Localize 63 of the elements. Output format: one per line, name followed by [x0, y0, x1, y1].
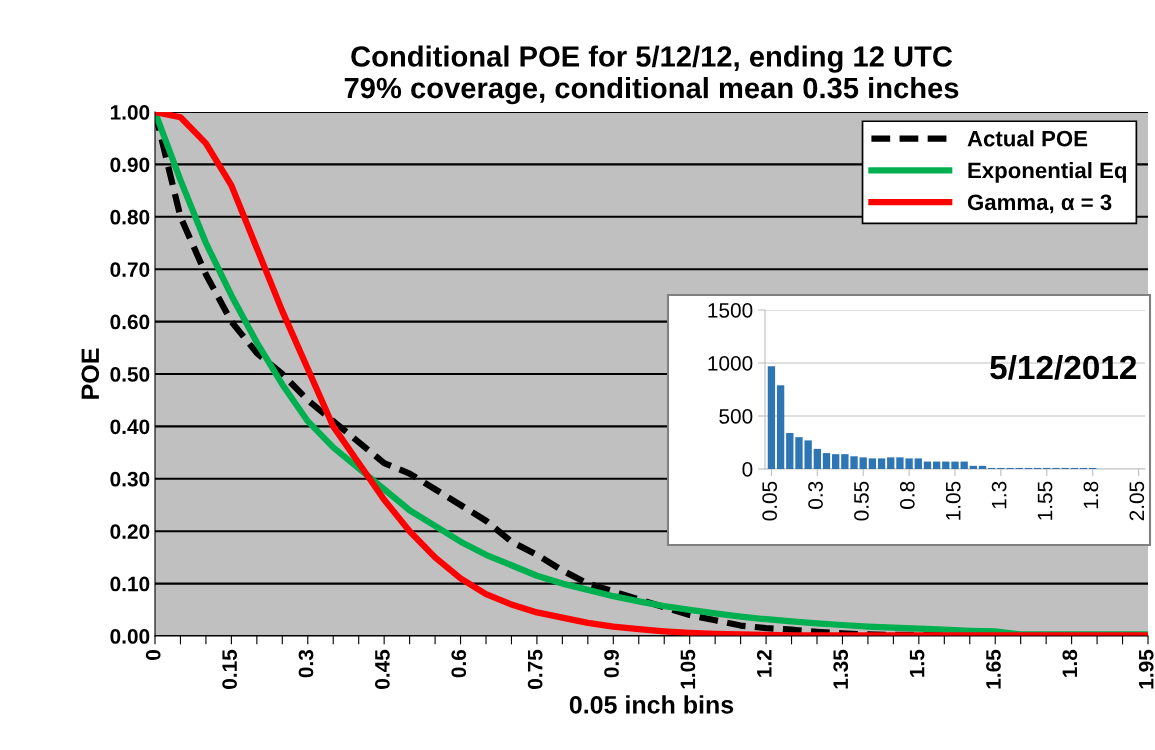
- y-axis-title: POE: [81, 348, 100, 399]
- x-tick-label: 0.45: [374, 649, 390, 689]
- x-tick-label: 1.8: [1083, 481, 1099, 509]
- bar: [776, 385, 785, 469]
- bar: [942, 461, 950, 469]
- bar: [767, 366, 776, 469]
- y-tick-label: 500: [719, 409, 753, 424]
- bar: [859, 457, 867, 469]
- bar: [923, 461, 932, 469]
- x-tick-label: 1.95: [1138, 649, 1154, 689]
- bar: [822, 453, 831, 469]
- y-tick-label: 0.60: [110, 314, 150, 330]
- y-tick-label: 0.40: [110, 419, 150, 435]
- y-tick-label: 0.10: [110, 576, 150, 592]
- x-tick-label: 0.15: [222, 649, 237, 689]
- x-tick-label: 1.55: [1037, 481, 1053, 520]
- chart-title: Conditional POE for 5/12/12, ending 12 UTC 79% coverage, conditional mean 0.35 inches: [344, 45, 959, 105]
- y-tick-label: 0.20: [110, 524, 150, 539]
- bar: [868, 458, 877, 469]
- x-tick-label: 0.6: [451, 649, 467, 678]
- bar: [978, 465, 987, 469]
- legend-label: Actual POE: [967, 130, 1088, 147]
- bar: [932, 461, 941, 469]
- x-tick-label: 1.65: [986, 649, 1001, 689]
- x-axis-title: 0.05 inch bins: [569, 695, 734, 714]
- y-tick-label: 0.70: [110, 262, 150, 277]
- legend-label: Gamma, α = 3: [967, 194, 1112, 214]
- x-tick-label: 1.05: [680, 649, 696, 689]
- x-tick-label: 0: [145, 650, 161, 660]
- y-tick-label: 1000: [708, 356, 753, 371]
- y-tick-label: 0.80: [110, 209, 150, 225]
- x-tick-label: 0.05: [762, 481, 778, 521]
- x-tick-label: 1.5: [909, 649, 925, 677]
- y-tick-label: 1.00: [110, 105, 150, 120]
- x-tick-label: 1.05: [945, 481, 961, 520]
- bar: [951, 461, 959, 469]
- y-tick-label: 0.00: [110, 629, 150, 644]
- y-tick-label: 0.50: [110, 367, 150, 382]
- x-tick-label: 0.9: [604, 649, 619, 678]
- bar: [877, 458, 886, 469]
- x-tick-label: 0.3: [298, 649, 314, 678]
- x-tick-label: 2.05: [1129, 481, 1145, 521]
- y-tick-label: 0.30: [110, 471, 150, 487]
- bar: [960, 461, 968, 469]
- x-tick-label: 1.35: [833, 649, 849, 689]
- y-tick-label: 0.90: [110, 157, 150, 173]
- x-tick-label: 0.75: [527, 649, 543, 689]
- x-tick-label: 0.8: [899, 481, 915, 509]
- bar: [813, 448, 821, 469]
- annotation: 5/12/2012: [990, 354, 1137, 380]
- x-tick-label: 1.2: [756, 650, 772, 677]
- bar: [786, 432, 794, 469]
- x-tick-label: 1.8: [1062, 649, 1078, 677]
- y-tick-label: 0: [742, 462, 753, 477]
- bar: [914, 458, 922, 469]
- x-tick-label: 0.55: [854, 481, 869, 521]
- x-tick-label: 1.3: [991, 481, 1007, 509]
- legend-label: Exponential Eq: [968, 162, 1126, 183]
- bar: [832, 454, 840, 469]
- x-tick-label: 0.3: [808, 481, 823, 509]
- y-tick-label: 1500: [708, 303, 753, 318]
- bar: [887, 457, 895, 469]
- bar: [969, 465, 978, 469]
